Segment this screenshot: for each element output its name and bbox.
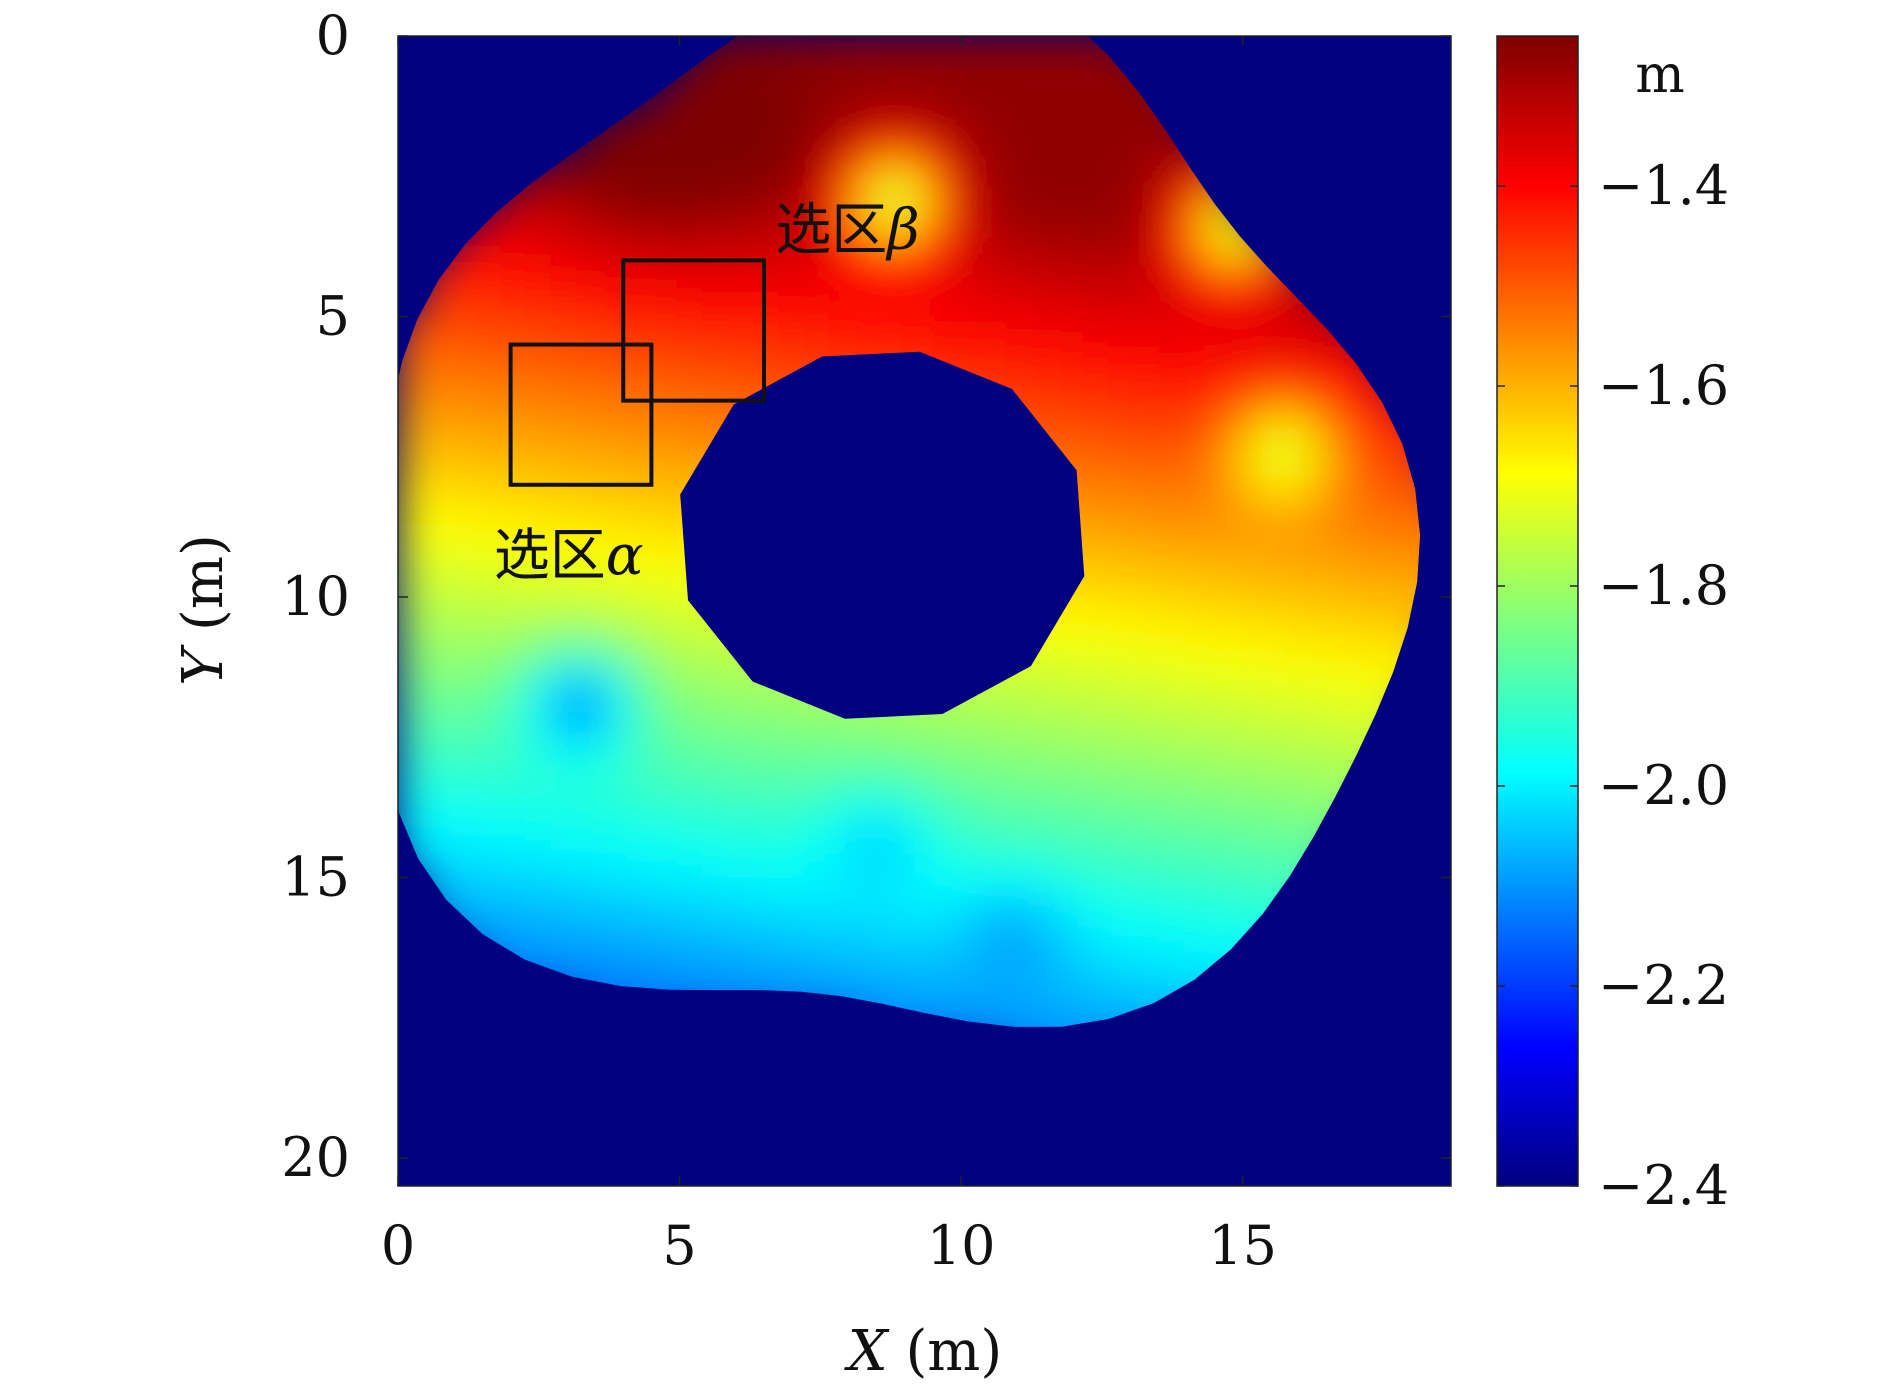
x-axis-title: X (m) [844,1319,1002,1384]
colorbar-tick-label: −1.6 [1598,354,1729,417]
region-beta: 选区β [621,198,920,403]
y-axis: 0 5 10 15 20 [281,4,1451,1189]
region-label: 选区α [494,524,644,589]
y-tick-label: 0 [316,4,350,67]
colorbar-tick-label: −2.0 [1598,754,1729,817]
y-tick-label: 5 [316,284,350,347]
heatmap-surface [398,36,1451,1073]
plot-area [397,35,1452,1187]
colorbar-unit: m [1635,45,1684,105]
colorbar-tick-label: −2.4 [1598,1154,1729,1217]
x-axis: 0 5 10 15 [381,36,1277,1277]
colorbar-tick-label: −2.2 [1598,954,1729,1017]
region-alpha: 选区α [494,342,654,589]
x-tick-label: 5 [662,1214,696,1277]
x-tick-label: 15 [1208,1214,1277,1277]
outer-mask [398,36,1451,1186]
colorbar: m −1.4 −1.6 −1.8 −2.0 −2.2 −2.4 [1496,35,1729,1217]
y-tick-label: 20 [281,1126,350,1189]
region-label-text: 选区 [775,198,887,263]
region-label-greek: β [885,198,919,263]
y-axis-title: Y (m) [171,534,236,686]
region-label-text: 选区 [494,524,606,589]
x-tick-label: 0 [381,1214,415,1277]
smoothed-field [398,36,1451,1073]
colorbar-tick-label: −1.4 [1598,154,1729,217]
inner-hole-layer [398,36,1451,1186]
colorbar-tick-label: −1.8 [1598,554,1729,617]
region-label-greek: α [606,524,644,589]
region-label: 选区β [775,198,919,263]
inner-hole [680,351,1085,719]
x-tick-label: 10 [927,1214,996,1277]
colorbar-gradient [1496,35,1579,1187]
y-tick-label: 15 [281,845,350,908]
plot-frame [397,35,1452,1187]
region-box [508,342,654,487]
colorbar-ticks: −1.4 −1.6 −1.8 −2.0 −2.2 −2.4 [1497,154,1729,1217]
y-tick-label: 10 [281,565,350,628]
region-box [621,258,767,403]
